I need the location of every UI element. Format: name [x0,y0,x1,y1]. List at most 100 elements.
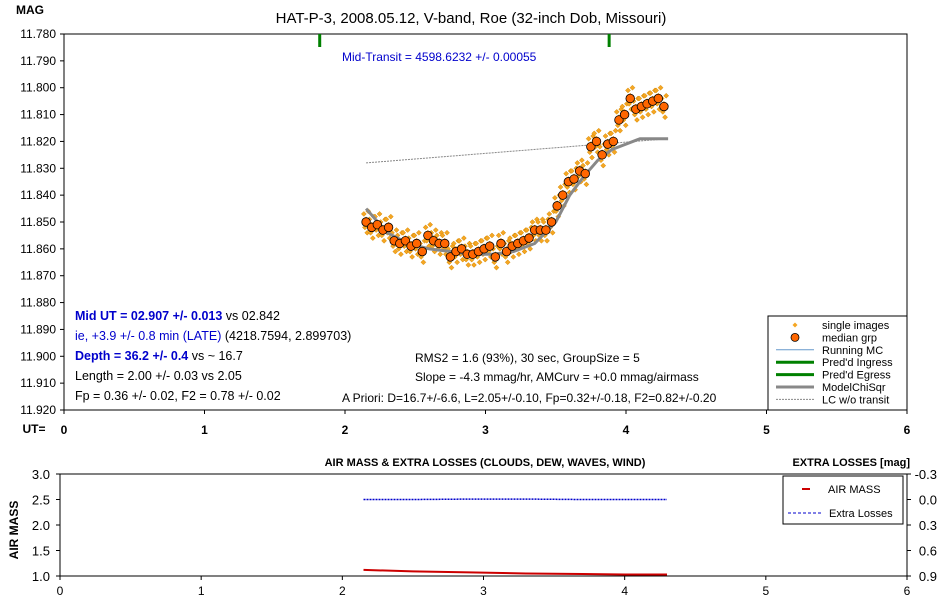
x-tick-label: 1 [201,423,208,437]
median-group-point [400,236,411,246]
single-image-point [662,114,668,121]
single-image-point [584,160,591,166]
single-image-point [456,237,463,244]
y-tick-label: 11.790 [20,54,56,68]
single-image-point [549,229,556,236]
single-image-point [369,235,376,241]
median-group-point [541,225,551,235]
single-image-point [563,170,570,177]
single-image-point [416,229,422,236]
median-group-point [591,136,602,147]
median-group-point [569,174,579,184]
single-image-point [639,114,646,121]
air-mass-line [363,568,667,576]
single-image-point [653,87,659,94]
single-image-point [392,248,399,255]
single-image-point [574,160,581,166]
legend-label-extra-losses: Extra Losses [829,508,893,520]
single-image-point [617,127,623,134]
single-image-point [657,84,664,91]
apriori-annotation: A Priori: D=16.7+/-6.6, L=2.05+/-0.10, F… [342,391,717,405]
single-image-point [473,240,480,247]
mid-transit-annotation: Mid-Transit = 4598.6232 +/- 0.00055 [342,50,537,64]
y-tick-label: 11.860 [20,242,56,256]
single-image-point [613,109,620,115]
single-image-point [432,227,439,233]
light-curve-chart: HAT-P-3, 2008.05.12, V-band, Roe (32-inc… [16,3,911,437]
single-image-point [527,246,534,252]
bottom-x-tick-label: 2 [339,584,346,598]
single-image-point [636,95,643,102]
single-image-point [518,229,525,236]
single-image-point [387,213,394,220]
single-image-point [619,103,626,110]
single-image-point [611,149,618,156]
top-chart-title: HAT-P-3, 2008.05.12, V-band, Roe (32-inc… [276,10,667,27]
legend-label: Pred'd Ingress [822,357,893,369]
bottom-legend-box [782,475,904,525]
legend-label: LC w/o transit [822,394,889,406]
depth-annotation: Depth = 36.2 +/- 0.4 vs ~ 16.7 [75,349,243,363]
single-image-point [393,227,400,233]
rms-annotation: RMS2 = 1.6 (93%), 30 sec, GroupSize = 5 [415,351,640,365]
single-image-point [510,254,517,260]
median-group-point [361,217,371,227]
legend-label-air-mass: AIR MASS [828,484,881,496]
single-image-point [495,232,502,239]
mid-ut-annotation: Mid UT = 02.907 +/- 0.013 vs 02.842 [75,309,280,323]
data-series [318,34,670,271]
single-image-point [645,111,652,118]
mid-ut-value: Mid UT = 02.907 +/- 0.013 [75,309,222,323]
median-group-point [456,244,467,254]
y-tick-label: 11.920 [20,403,56,417]
single-image-point [625,87,631,94]
single-image-point [493,264,500,271]
x-tick-label: 5 [763,423,770,437]
median-group-point [445,252,456,262]
legend-label: Running MC [822,345,883,357]
single-image-point [634,117,640,123]
bottom-x-tick-label: 0 [57,584,64,598]
bottom-x-tick-label: 5 [762,584,769,598]
single-image-point [471,262,477,268]
single-image-point [504,259,511,266]
single-image-point [420,259,427,266]
single-image-point [465,262,472,268]
ie-late: ie, +3.9 +/- 0.8 min (LATE) [75,329,221,343]
y-tick-label: 11.900 [20,349,56,363]
bottom-legend: AIR MASS Extra Losses [782,475,904,525]
extra-losses-tick-label: 0.6 [919,544,937,559]
median-group-point [586,142,596,152]
single-image-point [591,130,598,137]
single-image-point [409,254,416,260]
single-image-point [376,211,383,217]
single-image-point [589,154,595,161]
y2-axis-label: EXTRA LOSSES [mag] [792,457,910,469]
ie-annotation: ie, +3.9 +/- 0.8 min (LATE) (4218.7594, … [75,329,351,343]
single-image-point [476,259,483,266]
depth-value: Depth = 36.2 +/- 0.4 [75,349,188,363]
bottom-x-axis: 0 1 2 3 4 5 6 [57,576,911,598]
bottom-x-tick-label: 6 [904,584,911,598]
median-group-point [614,115,624,125]
bottom-x-tick-label: 3 [480,584,487,598]
single-image-point [600,162,607,169]
air-mass-tick-label: 3.0 [32,467,50,482]
single-image-point [529,219,536,225]
lc-without-transit-line [366,138,669,164]
y-tick-label: 11.810 [20,108,56,122]
air-mass-chart: AIR MASS & EXTRA LOSSES (CLOUDS, DEW, WA… [7,457,937,598]
single-image-point [521,248,528,255]
single-image-point [450,240,457,247]
model-chisqr-line [364,137,669,256]
bottom-chart-title: AIR MASS & EXTRA LOSSES (CLOUDS, DEW, WA… [325,457,646,469]
air-mass-tick-label: 1.0 [32,569,50,584]
single-image-point [489,232,495,239]
extra-losses-tick-label: 0.3 [919,518,937,533]
x-tick-label: 4 [623,423,630,437]
median-group-point [440,238,450,249]
legend-label: ModelChiSqr [822,382,886,394]
single-image-point [612,127,619,134]
median-group-point [580,168,590,179]
median-group-point [625,93,635,104]
